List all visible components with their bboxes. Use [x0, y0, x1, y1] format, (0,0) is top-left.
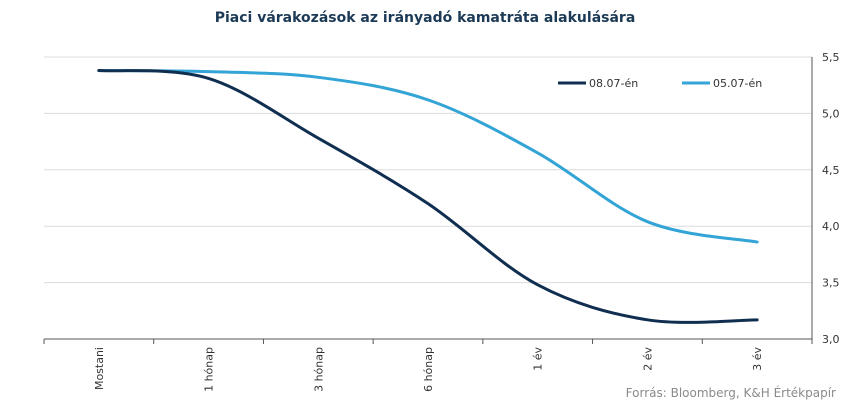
y-tick-label: 3,0 — [822, 333, 840, 346]
series-line — [97, 69, 759, 324]
x-tick-label: 3 év — [751, 347, 764, 371]
x-tick-label: 2 év — [641, 347, 654, 371]
y-tick-label: 5,5 — [822, 51, 840, 64]
x-tick-label: 1 hónap — [203, 347, 216, 392]
legend-label: 08.07-én — [589, 77, 638, 90]
y-tick-label: 3,5 — [822, 277, 840, 290]
x-tick-label: 6 hónap — [422, 347, 435, 392]
chart-title: Piaci várakozások az irányadó kamatráta … — [214, 10, 636, 26]
legend-label: 05.07-én — [713, 77, 762, 90]
x-tick-label: Mostani — [93, 347, 106, 390]
y-tick-label: 4,5 — [822, 164, 840, 177]
x-tick-label: 1 év — [532, 347, 545, 371]
series-line — [97, 69, 759, 244]
x-tick-label: 3 hónap — [312, 347, 325, 392]
y-tick-label: 4,0 — [822, 220, 840, 233]
y-tick-label: 5,0 — [822, 107, 840, 120]
source-note: Forrás: Bloomberg, K&H Értékpapír — [625, 386, 836, 400]
